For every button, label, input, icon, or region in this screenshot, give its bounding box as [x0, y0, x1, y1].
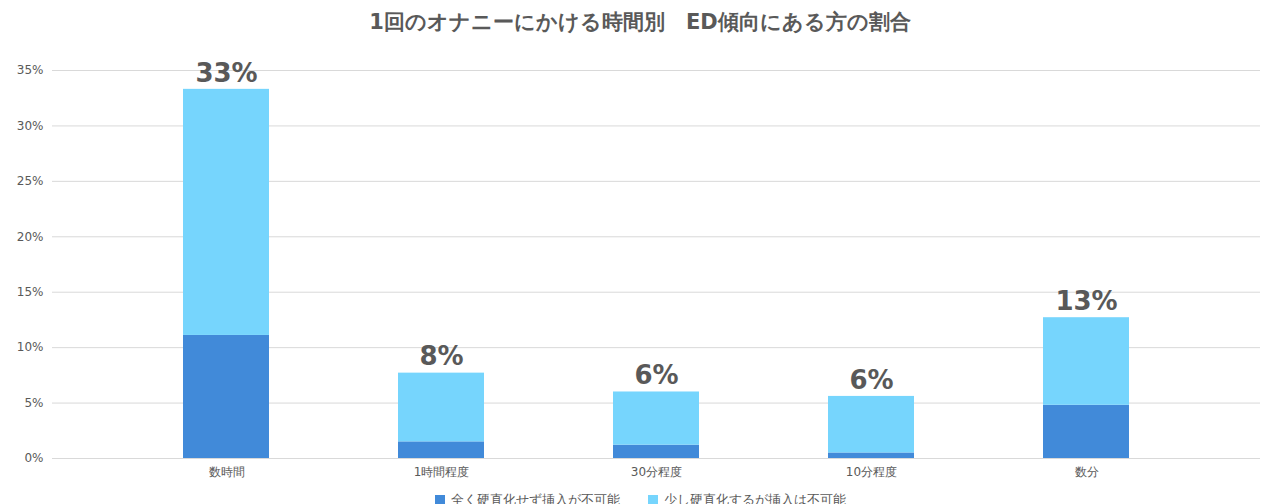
svg-text:8%: 8%	[419, 341, 463, 371]
html-text:1回のオナニーにかける時間別 ED傾向にある方の割合: 1回のオナニーにかける時間別 ED傾向にある方の割合	[369, 10, 911, 34]
svg-text:35%: 35%	[17, 63, 44, 77]
svg-text:30%: 30%	[17, 119, 44, 133]
svg-text:6%: 6%	[849, 365, 893, 395]
svg-text:20%: 20%	[17, 230, 44, 244]
svg-text:10%: 10%	[17, 340, 44, 354]
svg-text:1時間程度: 1時間程度	[414, 465, 470, 479]
svg-text:13%: 13%	[1055, 286, 1117, 316]
svg-text:33%: 33%	[195, 58, 257, 88]
svg-text:6%: 6%	[634, 360, 678, 390]
svg-text:数分: 数分	[1075, 465, 1099, 479]
svg-text:0%: 0%	[24, 451, 43, 465]
svg-text:30分程度: 30分程度	[631, 465, 682, 479]
svg-text:25%: 25%	[17, 174, 44, 188]
svg-text:5%: 5%	[24, 396, 43, 410]
svg-text:数時間: 数時間	[209, 465, 245, 479]
svg-text:15%: 15%	[17, 285, 44, 299]
svg-text:10分程度: 10分程度	[846, 465, 897, 479]
